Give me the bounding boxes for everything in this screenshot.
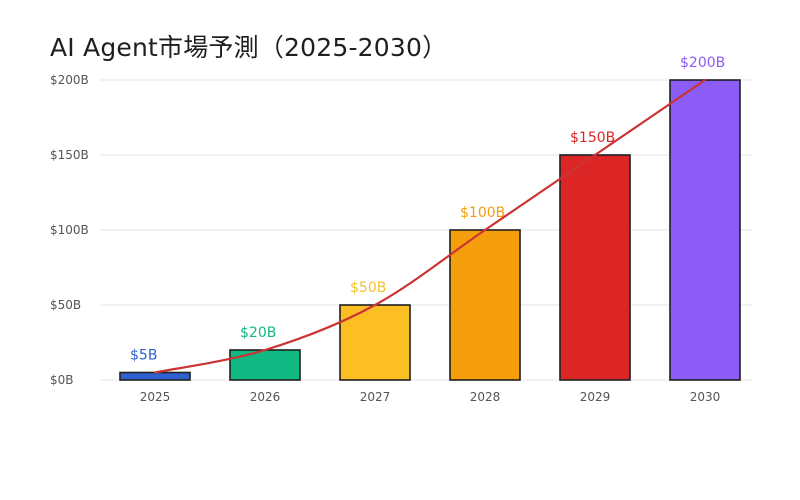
data-label-2026: $20B <box>240 325 276 341</box>
y-tick-label: $100B <box>50 223 89 237</box>
bar-2026 <box>229 349 301 381</box>
y-tick-label: $50B <box>50 298 81 312</box>
data-label-2030: $200B <box>680 55 725 71</box>
data-label-2025: $5B <box>130 348 157 364</box>
data-label-2028: $100B <box>460 205 505 221</box>
trend-line <box>153 78 707 374</box>
trend-line-group <box>153 78 707 374</box>
gridlines <box>100 79 752 381</box>
x-axis: 2025 2026 2027 2028 2029 2030 <box>140 390 721 404</box>
bars <box>119 79 741 381</box>
bar-2029 <box>559 154 631 381</box>
x-tick-label-2025: 2025 <box>140 390 171 404</box>
y-axis: $0B $50B $100B $150B $200B <box>50 73 89 387</box>
y-tick-label: $200B <box>50 73 89 87</box>
data-label-2027: $50B <box>350 280 386 296</box>
bar-2028 <box>449 229 521 381</box>
x-tick-label-2030: 2030 <box>690 390 721 404</box>
bar-2027 <box>339 304 411 381</box>
y-tick-label: $0B <box>50 373 74 387</box>
x-tick-label-2026: 2026 <box>250 390 281 404</box>
y-tick-label: $150B <box>50 148 89 162</box>
data-label-2029: $150B <box>570 130 615 146</box>
bar-2030 <box>669 79 741 381</box>
bar-2025 <box>119 371 191 381</box>
data-labels: $5B $20B $50B $100B $150B $200B <box>130 55 725 364</box>
x-tick-label-2028: 2028 <box>470 390 501 404</box>
x-tick-label-2027: 2027 <box>360 390 391 404</box>
chart-title: AI Agent市場予測（2025-2030） <box>50 33 448 62</box>
x-tick-label-2029: 2029 <box>580 390 611 404</box>
